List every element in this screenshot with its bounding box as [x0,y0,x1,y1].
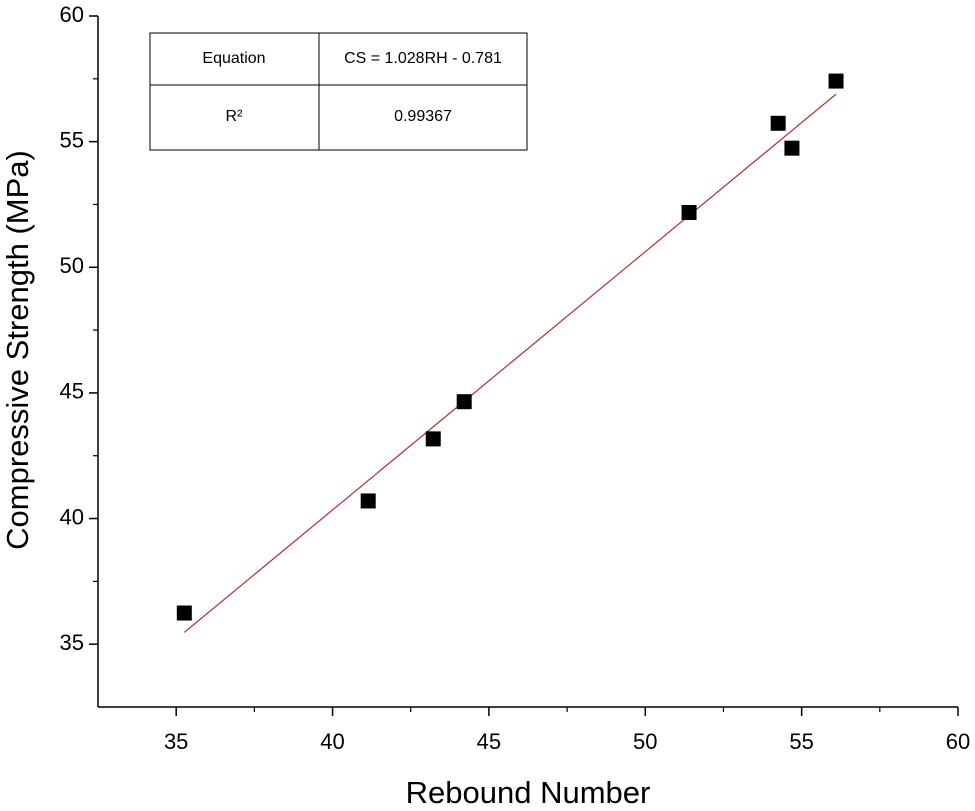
point [828,73,844,89]
x-tick-label: 40 [320,729,344,754]
y-tick-label: 50 [60,253,84,278]
point [681,204,697,220]
stats-table: Equation CS = 1.028RH - 0.781 R² 0.99367 [149,32,528,151]
table-cell: R² [226,108,244,125]
x-tick-label: 35 [164,729,188,754]
point [456,394,472,410]
y-tick-label: 55 [60,127,84,152]
x-tick-label: 45 [477,729,501,754]
point [176,605,192,621]
y-axis-title: Compressive Strength (MPa) [0,150,35,550]
y-tick-label: 40 [60,504,84,529]
table-cell: Equation [202,50,265,67]
point [360,493,376,509]
x-tick-label: 60 [946,729,970,754]
y-tick-label: 35 [60,630,84,655]
y-tick-label: 60 [60,2,84,27]
point [770,115,786,131]
point [425,431,441,447]
x-axis-title: Rebound Number [406,775,651,810]
x-tick-label: 55 [789,729,813,754]
table-cell: CS = 1.028RH - 0.781 [344,50,502,67]
x-tick-label: 50 [633,729,657,754]
fit-line [183,93,837,633]
table-border [149,32,528,151]
y-tick-label: 45 [60,379,84,404]
point [784,140,800,156]
table-cell: 0.99367 [394,108,452,125]
